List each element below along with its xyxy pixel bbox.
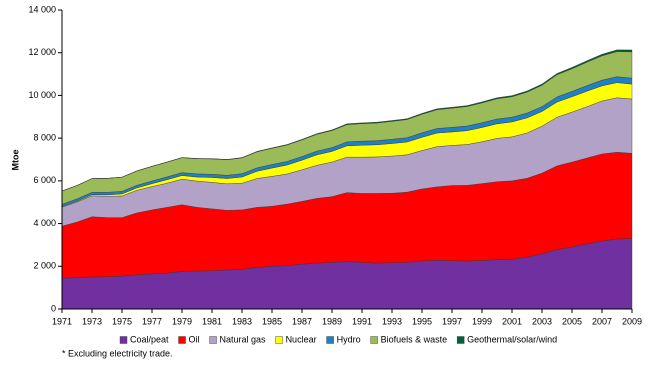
x-tick-label: 2005 xyxy=(562,316,582,326)
y-tick-label: 14 000 xyxy=(28,4,56,14)
legend-swatch xyxy=(119,336,128,344)
x-tick-label: 1989 xyxy=(322,316,342,326)
x-tick-label: 1993 xyxy=(382,316,402,326)
legend-label: Geothermal/solar/wind xyxy=(467,334,557,344)
legend-label: Biofuels & waste xyxy=(381,334,448,344)
x-tick-label: 1983 xyxy=(232,316,252,326)
x-tick-label: 2009 xyxy=(622,316,642,326)
x-tick-label: 2007 xyxy=(592,316,612,326)
legend-label: Coal/peat xyxy=(130,334,169,344)
x-tick-label: 1981 xyxy=(202,316,222,326)
legend-label: Oil xyxy=(189,334,200,344)
x-tick-label: 1973 xyxy=(82,316,102,326)
legend-swatch xyxy=(326,336,334,344)
x-tick-label: 1977 xyxy=(142,316,162,326)
y-tick-label: 6 000 xyxy=(33,175,56,185)
x-tick-label: 1979 xyxy=(172,316,192,326)
y-tick-label: 10 000 xyxy=(28,90,56,100)
x-tick-label: 2001 xyxy=(502,316,522,326)
legend-swatch xyxy=(370,336,378,344)
x-tick-label: 1999 xyxy=(472,316,492,326)
legend-label: Natural gas xyxy=(220,334,267,344)
x-tick-label: 2003 xyxy=(532,316,552,326)
y-tick-label: 12 000 xyxy=(28,47,56,57)
y-tick-label: 0 xyxy=(51,303,56,313)
y-tick-label: 2 000 xyxy=(33,261,56,271)
area xyxy=(61,49,633,192)
x-tick-label: 1975 xyxy=(112,316,132,326)
legend-swatch xyxy=(275,336,283,344)
legend-swatch xyxy=(456,336,465,344)
y-tick-label: 8 000 xyxy=(33,133,56,143)
x-tick-label: 1995 xyxy=(412,316,432,326)
legend-swatch xyxy=(178,336,186,344)
x-tick-label: 1985 xyxy=(262,316,282,326)
footnote: * Excluding electricity trade. xyxy=(62,348,173,358)
y-tick-label: 4 000 xyxy=(33,218,56,228)
legend-swatch xyxy=(209,336,217,344)
legend-label: Nuclear xyxy=(286,334,317,344)
legend-label: Hydro xyxy=(337,334,361,344)
x-tick-label: 1987 xyxy=(292,316,312,326)
x-tick-label: 1991 xyxy=(352,316,372,326)
y-axis-label: Mtoe xyxy=(10,150,20,171)
x-tick-label: 1997 xyxy=(442,316,462,326)
x-tick-label: 1971 xyxy=(52,316,72,326)
